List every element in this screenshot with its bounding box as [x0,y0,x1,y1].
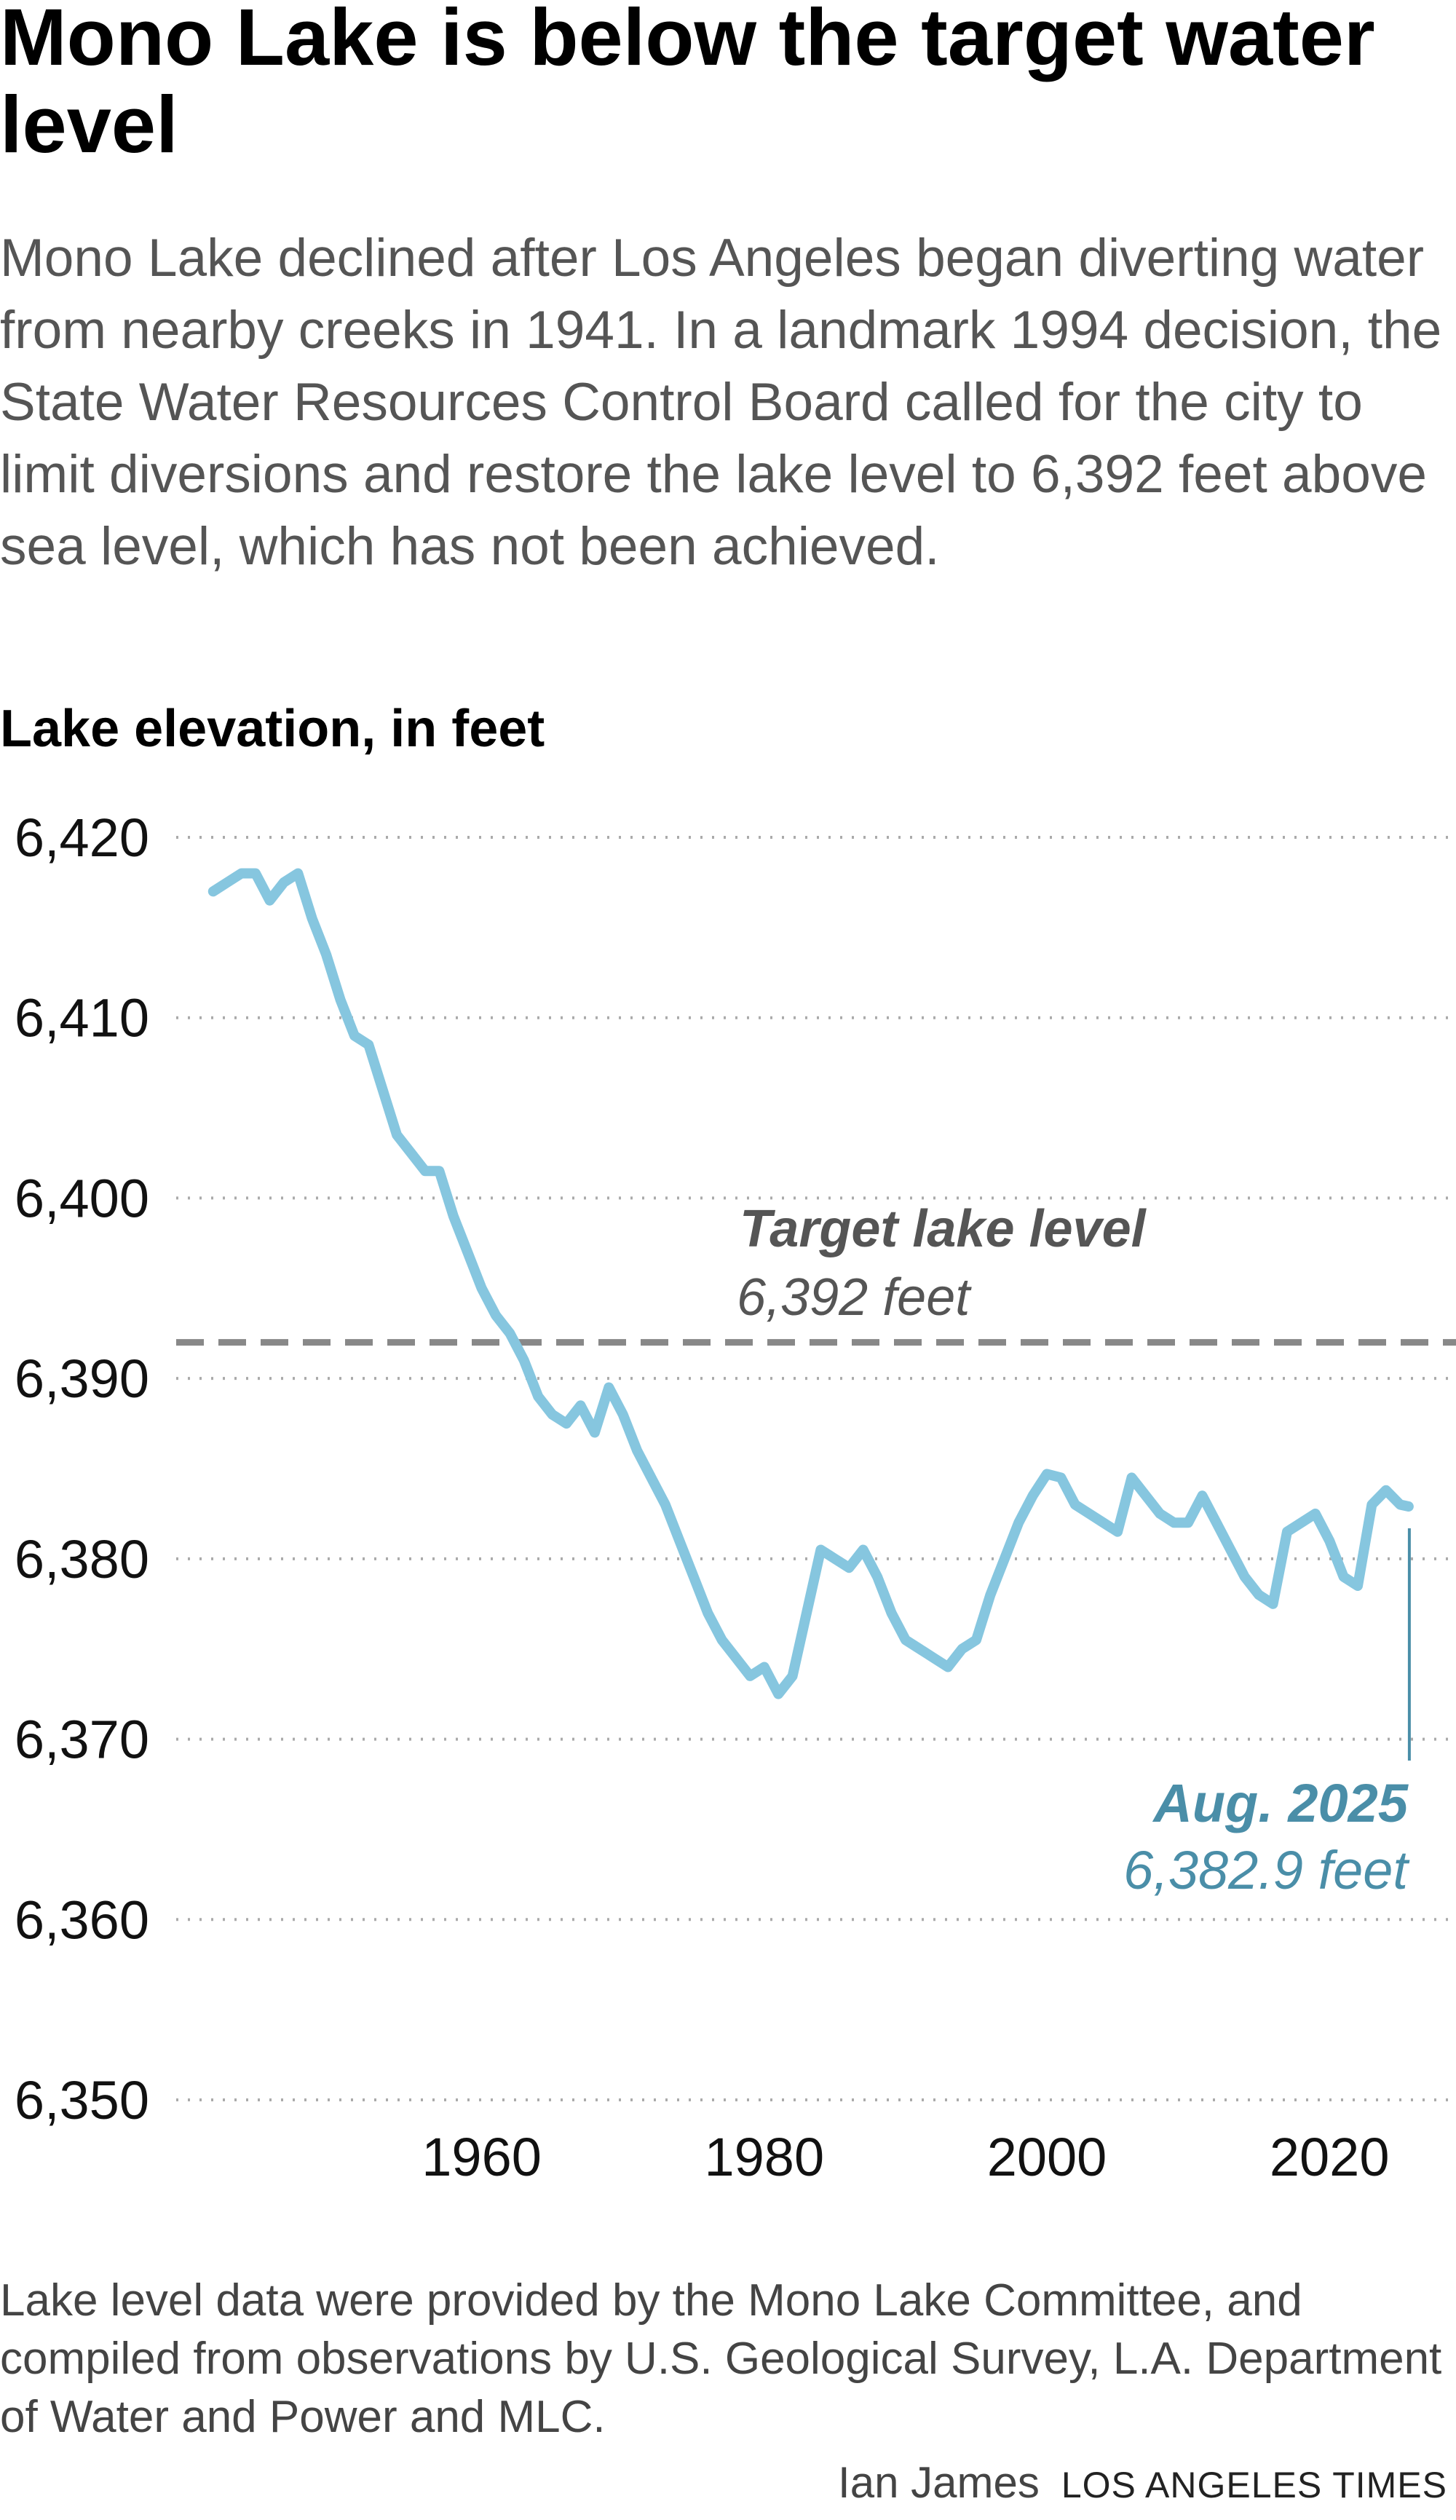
chart-subtitle: Mono Lake declined after Los Angeles beg… [0,229,1442,576]
x-tick-label: 1980 [704,2127,824,2187]
target-level-value: 6,392 feet [737,1268,972,1327]
y-tick-label: 6,350 [15,2070,149,2130]
x-tick-label: 2020 [1270,2127,1390,2187]
y-axis-label: Lake elevation, in feet [0,700,545,758]
x-tick-label: 1960 [422,2127,542,2187]
credit: Ian James LOS ANGELES TIMES [838,2457,1447,2508]
y-tick-label: 6,390 [15,1348,149,1409]
author: Ian James [838,2458,1040,2507]
y-tick-labels: 6,420 6,410 6,400 6,390 6,380 6,370 6,360 6,350 [15,807,149,2130]
y-tick-label: 6,370 [15,1710,149,1770]
lake-elevation-line [207,868,1414,1699]
chart-title: Mono Lake is below the target water leve… [0,0,1375,170]
y-tick-label: 6,360 [15,1889,149,1950]
organization-logo: LOS ANGELES TIMES [1061,2465,1447,2505]
y-tick-label: 6,400 [15,1168,149,1228]
end-annotation-label: Aug. 2025 [1152,1773,1409,1833]
x-tick-labels: 1960 1980 2000 2020 [422,2127,1389,2187]
x-tick-label: 2000 [987,2127,1107,2187]
target-level-label: Target lake level [740,1200,1147,1258]
y-tick-label: 6,420 [15,807,149,868]
y-tick-label: 6,380 [15,1529,149,1589]
source-note: Lake level data were provided by the Mon… [0,2275,1442,2442]
line-chart: 6,420 6,410 6,400 6,390 6,380 6,370 6,360 6,350… [15,807,1456,2187]
y-tick-label: 6,410 [15,988,149,1048]
gridlines [176,836,1449,2101]
end-annotation-value: 6,382.9 feet [1123,1840,1410,1900]
